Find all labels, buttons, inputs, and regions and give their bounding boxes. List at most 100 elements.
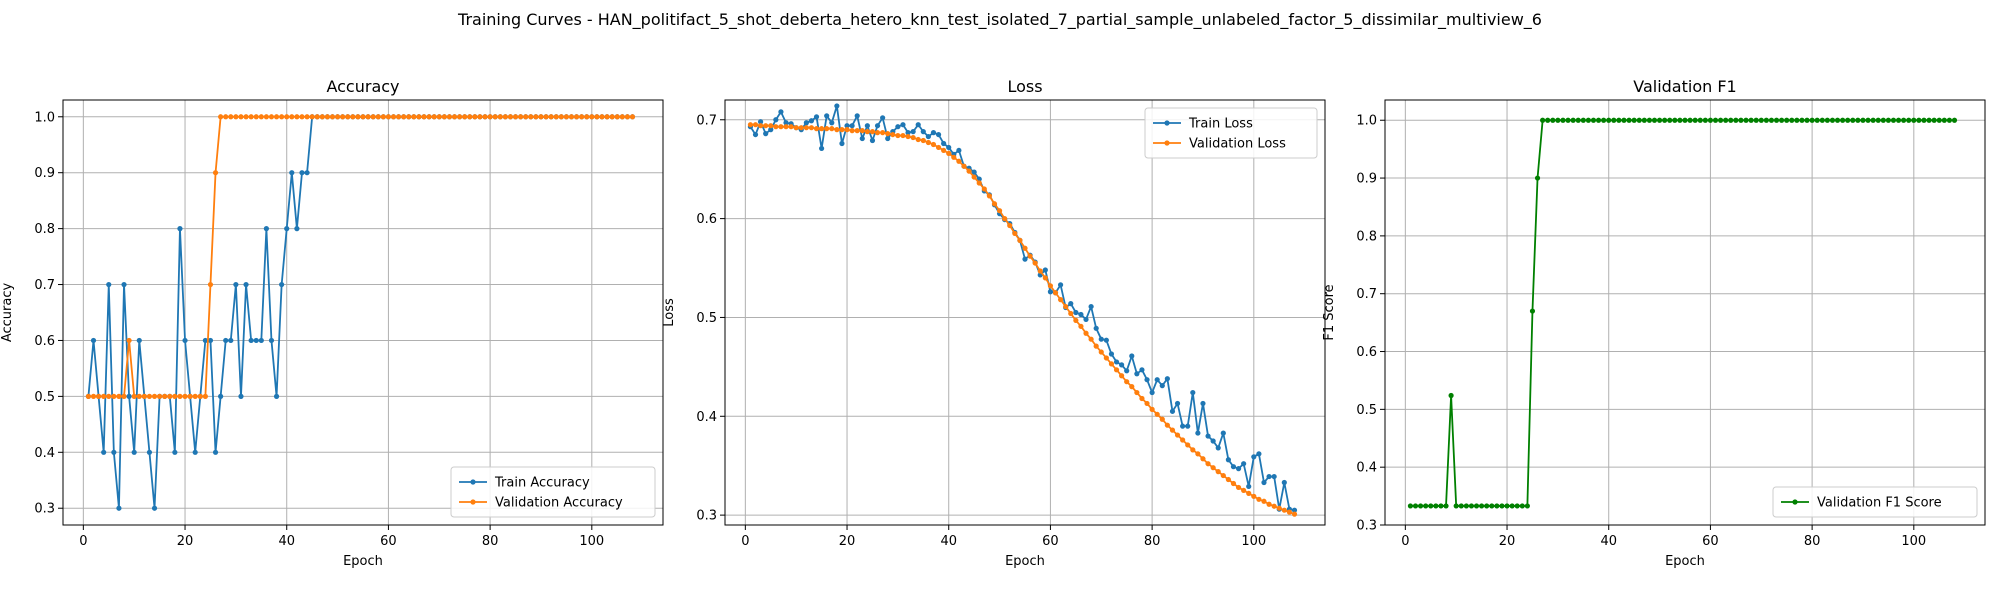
data-point — [512, 114, 519, 120]
data-point — [553, 114, 559, 120]
data-point — [1601, 117, 1607, 123]
data-point — [599, 114, 605, 120]
data-point — [1251, 454, 1257, 460]
y-tick-label: 0.6 — [696, 212, 717, 227]
y-tick-label: 0.4 — [34, 446, 55, 461]
data-point — [1083, 316, 1089, 323]
data-point — [910, 134, 916, 141]
x-tick-label: 20 — [177, 534, 194, 549]
data-point — [1580, 117, 1586, 123]
data-point — [1412, 503, 1419, 509]
data-point — [1113, 359, 1120, 365]
data-point — [457, 114, 463, 120]
data-point — [228, 337, 234, 344]
data-point — [1417, 503, 1424, 509]
chart-panel-1: 0 20 40 60 80 100 0.3 0.4 0.5 0.6 0.7 Loss Epoch Loss… — [662, 77, 1326, 569]
data-point — [1611, 117, 1617, 123]
data-point — [1047, 289, 1054, 295]
y-axis-label: Loss — [662, 298, 677, 327]
data-point — [956, 158, 962, 164]
data-point — [1022, 245, 1028, 251]
data-point — [1707, 117, 1714, 123]
data-point — [126, 393, 132, 399]
data-point — [136, 337, 142, 344]
data-point — [1266, 501, 1272, 507]
data-point — [1473, 503, 1480, 509]
data-point — [1789, 117, 1795, 123]
data-point — [778, 124, 784, 130]
data-point — [253, 114, 259, 120]
data-point — [604, 114, 610, 120]
data-point — [1190, 389, 1196, 396]
data-point — [1463, 503, 1469, 509]
data-point — [819, 145, 825, 152]
data-point — [1799, 117, 1805, 123]
data-point — [895, 124, 901, 130]
data-point — [1560, 117, 1566, 123]
data-point — [1113, 367, 1120, 373]
data-point — [1428, 503, 1434, 509]
data-point — [905, 130, 911, 136]
data-point — [106, 393, 112, 399]
legend-label: Train Accuracy — [494, 476, 590, 491]
legend-box — [1144, 107, 1318, 159]
data-point — [462, 114, 468, 120]
data-point — [268, 114, 275, 120]
data-point — [935, 131, 942, 138]
data-point — [1276, 505, 1282, 511]
data-point — [523, 114, 529, 120]
data-point — [1266, 473, 1272, 480]
data-point — [380, 114, 386, 120]
data-point — [502, 114, 508, 120]
data-point — [798, 125, 804, 131]
data-point — [783, 124, 789, 130]
data-point — [1185, 442, 1191, 448]
data-point — [299, 170, 305, 176]
data-point — [1829, 117, 1836, 123]
data-point — [467, 114, 473, 120]
data-point — [1453, 503, 1459, 509]
data-point — [880, 115, 886, 121]
y-tick-label: 0.3 — [1356, 519, 1377, 534]
data-point — [563, 114, 569, 120]
data-point — [573, 114, 580, 120]
legend-box — [450, 466, 656, 518]
y-axis-label: F1 Score — [1322, 284, 1337, 340]
data-point — [1073, 317, 1079, 324]
chart-title: Validation F1 — [1633, 77, 1736, 96]
data-point — [370, 114, 376, 120]
data-point — [1037, 268, 1043, 274]
x-tick-label: 40 — [1600, 534, 1617, 549]
data-point — [472, 114, 478, 120]
data-point — [340, 114, 346, 120]
plot-frame — [724, 99, 1326, 526]
data-point — [1758, 117, 1764, 123]
data-point — [1174, 400, 1181, 407]
data-point — [1779, 117, 1785, 123]
x-tick-label: 60 — [380, 534, 397, 549]
data-point — [1743, 117, 1749, 123]
data-point — [1794, 117, 1800, 123]
data-point — [1814, 117, 1820, 123]
data-point — [1677, 117, 1683, 123]
data-point — [1565, 117, 1571, 123]
data-point — [1941, 117, 1947, 123]
data-point — [1809, 117, 1815, 123]
data-point — [1246, 483, 1252, 490]
data-point — [568, 114, 575, 120]
data-point — [1124, 379, 1130, 385]
data-point — [1154, 411, 1160, 417]
data-point — [426, 114, 432, 120]
data-point — [930, 130, 937, 136]
legend-marker — [470, 479, 476, 485]
data-point — [763, 123, 769, 129]
data-point — [299, 114, 305, 120]
data-point — [976, 180, 982, 186]
data-point — [1585, 117, 1591, 123]
data-point — [172, 449, 178, 455]
data-point — [202, 337, 208, 344]
data-point — [121, 281, 127, 288]
data-point — [416, 114, 422, 120]
data-point — [279, 114, 285, 120]
data-point — [864, 129, 870, 135]
